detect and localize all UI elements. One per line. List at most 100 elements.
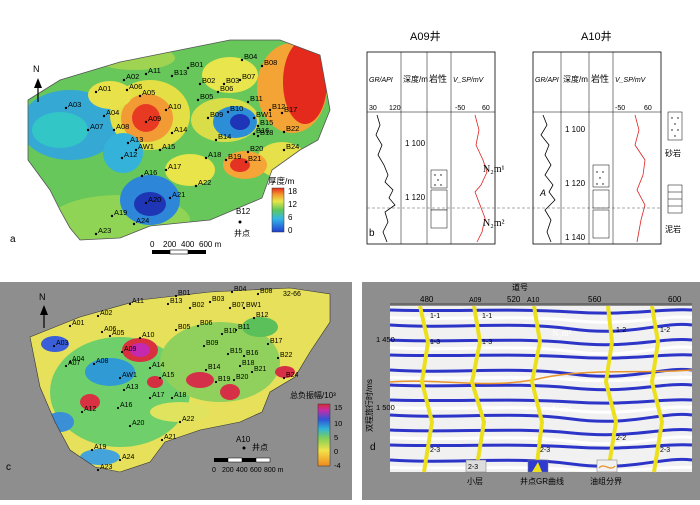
well-point <box>204 368 208 372</box>
well-point <box>128 302 132 306</box>
well-label: B07 <box>232 302 245 309</box>
well-point <box>158 376 162 380</box>
svg-text:1 120: 1 120 <box>565 179 586 188</box>
well-point <box>228 306 232 310</box>
scale-bar-c: 0 200 400 600 800 m <box>212 457 284 474</box>
svg-text:60: 60 <box>644 105 652 112</box>
well-point <box>252 132 256 136</box>
well-label: A09 <box>124 346 137 353</box>
well-label: B13 <box>170 298 183 305</box>
well-label: B18 <box>260 128 273 137</box>
svg-text:800 m: 800 m <box>264 467 284 474</box>
well-point <box>144 201 148 205</box>
well-label: A21 <box>164 434 177 441</box>
svg-text:砂岩: 砂岩 <box>665 148 681 158</box>
well-point <box>206 116 210 120</box>
svg-text:A09: A09 <box>469 297 482 304</box>
well-label: A05 <box>112 330 125 337</box>
well-label: B03 <box>212 296 225 303</box>
svg-text:1 140: 1 140 <box>565 233 586 242</box>
well-point <box>134 148 138 152</box>
well-point <box>226 110 230 114</box>
svg-text:0: 0 <box>150 240 155 249</box>
well-label: A06 <box>104 326 117 333</box>
well-point <box>170 74 174 78</box>
well-point <box>214 138 218 142</box>
svg-text:120: 120 <box>389 105 401 112</box>
well-point <box>140 174 144 178</box>
svg-text:油组分界: 油组分界 <box>590 476 622 486</box>
svg-text:道号: 道号 <box>512 282 528 292</box>
well-point <box>158 148 162 152</box>
seismic-reflector <box>389 338 693 347</box>
well-label: B08 <box>264 58 277 67</box>
well-label: B24 <box>286 372 299 379</box>
well-label: A23 <box>100 464 113 471</box>
svg-text:总负振幅/10³: 总负振幅/10³ <box>290 390 336 400</box>
svg-text:双程旅行时/ms: 双程旅行时/ms <box>364 379 374 432</box>
well-point <box>194 184 198 188</box>
well-point <box>125 88 129 92</box>
well-label: B16 <box>256 126 269 135</box>
seismic-reflector <box>389 308 693 315</box>
well-label: BW1 <box>256 110 272 119</box>
svg-text:6: 6 <box>288 213 293 222</box>
svg-text:井点: 井点 <box>234 228 250 238</box>
well-point <box>64 364 68 368</box>
well-label: B01 <box>178 290 191 297</box>
layer-labels: 1-1 1-3 1-1 1-3 1-2 1-2 2-2 2-3 2-3 2-3 <box>430 313 670 454</box>
svg-text:1-3: 1-3 <box>430 339 440 346</box>
well-label: A02 <box>126 72 139 81</box>
well-point <box>188 306 192 310</box>
amplitude-legend: 总负振幅/10³ 15 10 5 0 -4 <box>290 390 342 470</box>
well-label: B22 <box>286 124 299 133</box>
well-point <box>178 420 182 424</box>
panel-tag-d: d <box>370 442 376 453</box>
well-point <box>202 344 206 348</box>
well-point <box>96 314 100 318</box>
seismic-reflector <box>389 375 693 383</box>
well-point <box>240 58 244 62</box>
well-point <box>198 82 202 86</box>
well-point <box>238 78 242 82</box>
well-label: A10 <box>168 102 181 111</box>
svg-text:2-2: 2-2 <box>616 435 626 442</box>
svg-text:5: 5 <box>334 433 338 442</box>
well-point <box>80 410 84 414</box>
well-point <box>120 156 124 160</box>
svg-text:1-2: 1-2 <box>616 327 626 334</box>
well-point <box>224 158 228 162</box>
svg-text:15: 15 <box>334 403 342 412</box>
svg-text:400: 400 <box>236 467 248 474</box>
seismic-reflector <box>389 383 693 392</box>
well-point <box>244 160 248 164</box>
well-point <box>252 116 256 120</box>
well-label: A12 <box>84 406 97 413</box>
well-label: A20 <box>132 420 145 427</box>
well-label: B14 <box>208 364 221 371</box>
svg-text:10: 10 <box>334 419 342 428</box>
well-point <box>246 100 250 104</box>
seismic-reflector <box>389 398 693 405</box>
well-point <box>220 332 224 336</box>
svg-text:600: 600 <box>668 295 682 304</box>
svg-text:30: 30 <box>369 105 377 112</box>
well-label: B24 <box>286 142 299 151</box>
well-label: A08 <box>96 358 109 365</box>
well-label: A05 <box>142 88 155 97</box>
svg-text:600: 600 <box>250 467 262 474</box>
svg-text:岩性: 岩性 <box>429 73 447 84</box>
svg-text:2-3: 2-3 <box>468 464 478 471</box>
svg-text:0: 0 <box>288 226 293 235</box>
seismic-reflector <box>389 345 693 356</box>
svg-text:岩性: 岩性 <box>591 73 609 84</box>
svg-text:200: 200 <box>222 467 234 474</box>
well-label: A06 <box>129 82 142 91</box>
well-label: A22 <box>182 416 195 423</box>
well-label: A18 <box>174 392 187 399</box>
well-label: A14 <box>174 125 187 134</box>
well-label: B21 <box>248 154 261 163</box>
well-point <box>222 82 226 86</box>
well-point <box>268 108 272 112</box>
well-label: A23 <box>98 226 111 235</box>
